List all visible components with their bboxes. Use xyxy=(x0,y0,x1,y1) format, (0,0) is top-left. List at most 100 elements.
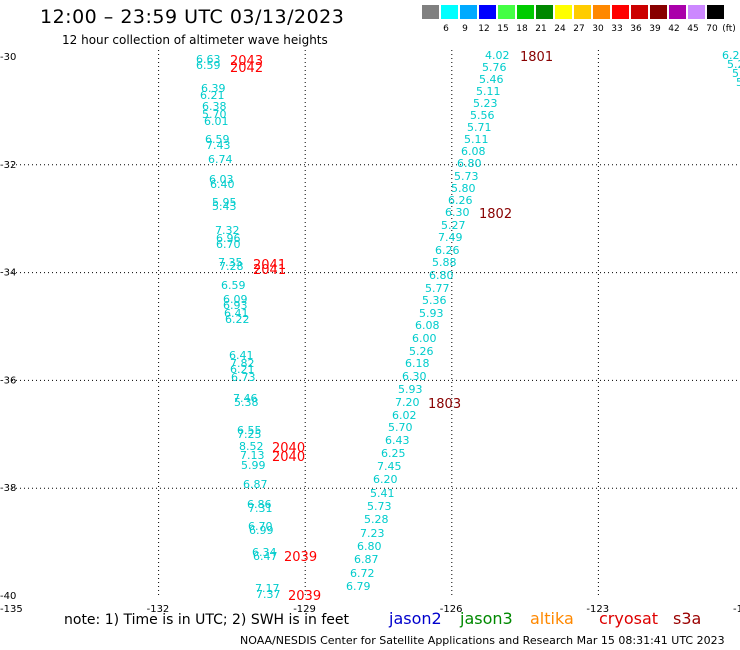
wave-height-label: 6.72 xyxy=(350,567,375,580)
legend-tick-label: 39 xyxy=(649,24,661,34)
legend-tick-label: 33 xyxy=(611,24,623,34)
wave-height-label: 7.28 xyxy=(219,260,244,273)
legend-swatch xyxy=(593,5,610,19)
legend-jason2: jason2 xyxy=(389,609,442,628)
wave-height-label: 6.74 xyxy=(208,153,233,166)
wave-height-label: 5.73 xyxy=(454,170,479,183)
wave-height-label: 8.52 xyxy=(239,440,264,453)
wave-height-label: 6.96 xyxy=(216,232,241,245)
wave-height-label: 7.82 xyxy=(230,357,255,370)
legend-swatch xyxy=(498,5,515,19)
wave-height-label: 6.22 xyxy=(225,313,250,326)
wave-height-label: 5.36 xyxy=(422,294,447,307)
wave-height-label: 6.39 xyxy=(201,82,226,95)
longitude-tick-label: -123 xyxy=(586,604,609,615)
wave-height-label: 6.59 xyxy=(205,133,230,146)
wave-height-label: 5.80 xyxy=(451,182,476,195)
wave-height-label: 6.09 xyxy=(223,293,248,306)
legend-swatch xyxy=(536,5,553,19)
wave-height-label: 5.26 xyxy=(409,345,434,358)
legend-tick-label: 15 xyxy=(497,24,509,34)
axis-ticks: -30 -32 -34 -36 -38 -40 -135 -132 -129 -126 -123 -1… xyxy=(0,52,740,615)
wave-height-label: 7.35 xyxy=(218,256,243,269)
wave-height-label: 5.38 xyxy=(234,396,259,409)
pass-time-label: 1801 xyxy=(520,50,553,65)
legend-swatch xyxy=(612,5,629,19)
wave-height-label: 6.30 xyxy=(402,370,427,383)
legend-tick-label: 12 xyxy=(478,24,490,34)
credit-footer: NOAA/NESDIS Center for Satellite Applica… xyxy=(240,634,725,647)
wave-height-label: 5.71 xyxy=(467,121,492,134)
wave-height-label: 6.30 xyxy=(445,206,470,219)
wave-height-label: 6.99 xyxy=(249,524,274,537)
wave-height-label: 7.37 xyxy=(256,588,281,601)
wave-height-label: 5.41 xyxy=(370,487,395,500)
wave-height-label: 7.32 xyxy=(215,224,240,237)
legend-swatch xyxy=(669,5,686,19)
longitude-tick-label: -129 xyxy=(293,604,316,615)
wave-height-label: 5.27 xyxy=(441,219,466,232)
legend-swatch xyxy=(631,5,648,19)
wave-height-label: 7.31 xyxy=(248,502,273,515)
wave-height-label: 5.46 xyxy=(479,73,504,86)
wave-height-label: 6.21 xyxy=(200,89,225,102)
wave-height-label: 5.70 xyxy=(202,108,227,121)
wave-height-label: 5.76 xyxy=(482,61,507,74)
wave-height-label: 6.87 xyxy=(354,553,379,566)
wave-height-label: 6.20 xyxy=(373,473,398,486)
wave-height-label: 6.80 xyxy=(357,540,382,553)
wave-height-label: 6.34 xyxy=(252,546,277,559)
wave-height-label: 5.28 xyxy=(364,513,389,526)
wave-height-label: 5. xyxy=(732,67,740,80)
wave-height-label: 5 xyxy=(736,76,740,89)
pass-time-label: 2043 xyxy=(230,54,263,69)
wave-height-label: 5.11 xyxy=(464,133,489,146)
legend-tick-label: 42 xyxy=(668,24,680,34)
wave-height-label: 5.23 xyxy=(473,97,498,110)
legend-swatch xyxy=(650,5,667,19)
pass-time-label: 2039 xyxy=(288,589,321,604)
wave-height-label: 7.46 xyxy=(233,392,258,405)
legend-s3a: s3a xyxy=(673,609,702,628)
pass-time-label: 2039 xyxy=(284,550,317,565)
legend-swatch xyxy=(707,5,724,19)
wave-height-label: 5.95 xyxy=(212,196,237,209)
latitude-tick-label: -38 xyxy=(0,483,16,494)
legend-swatch xyxy=(517,5,534,19)
wave-height-label: 6.40 xyxy=(210,178,235,191)
wave-height-label: 4.02 xyxy=(485,49,510,62)
wave-height-label: 6.43 xyxy=(385,434,410,447)
pass-time-label: 2040 xyxy=(272,441,305,456)
wave-height-label: 7.13 xyxy=(240,449,265,462)
legend-tick-label: 6 xyxy=(443,24,449,34)
latitude-tick-label: -32 xyxy=(0,160,16,171)
wave-height-label: 6.63 xyxy=(196,53,221,66)
wave-height-label: 6.73 xyxy=(231,371,256,384)
wave-height-label: 7.23 xyxy=(360,527,385,540)
wave-height-label: 6.80 xyxy=(457,157,482,170)
pass-time-label: 2040 xyxy=(272,450,305,465)
legend-altika: altika xyxy=(530,609,574,628)
wave-height-label: 6.25 xyxy=(381,447,406,460)
time-labels: 2043204220412041204020402039203918011802… xyxy=(230,50,553,604)
wave-height-label: 5.43 xyxy=(212,200,237,213)
legend-swatch xyxy=(574,5,591,19)
wave-height-label: 5.93 xyxy=(419,307,444,320)
legend-jason3: jason3 xyxy=(460,609,513,628)
legend-swatch xyxy=(422,5,439,19)
legend-tick-label: 24 xyxy=(554,24,566,34)
wave-height-label: 7.49 xyxy=(438,231,463,244)
wave-height-label: 5.73 xyxy=(367,500,392,513)
legend-swatch xyxy=(460,5,477,19)
wave-height-label: 6.59 xyxy=(221,279,246,292)
wave-height-label: 6.87 xyxy=(243,478,268,491)
map-subtitle: 12 hour collection of altimeter wave hei… xyxy=(62,33,328,47)
wave-height-label: 7.25 xyxy=(237,428,262,441)
legend-tick-label: 18 xyxy=(516,24,528,34)
wave-height-label: 6.26 xyxy=(435,244,460,257)
legend-tick-label: 27 xyxy=(573,24,585,34)
pass-time-label: 2042 xyxy=(230,61,263,76)
legend-swatch xyxy=(479,5,496,19)
latitude-tick-label: -34 xyxy=(0,268,16,279)
